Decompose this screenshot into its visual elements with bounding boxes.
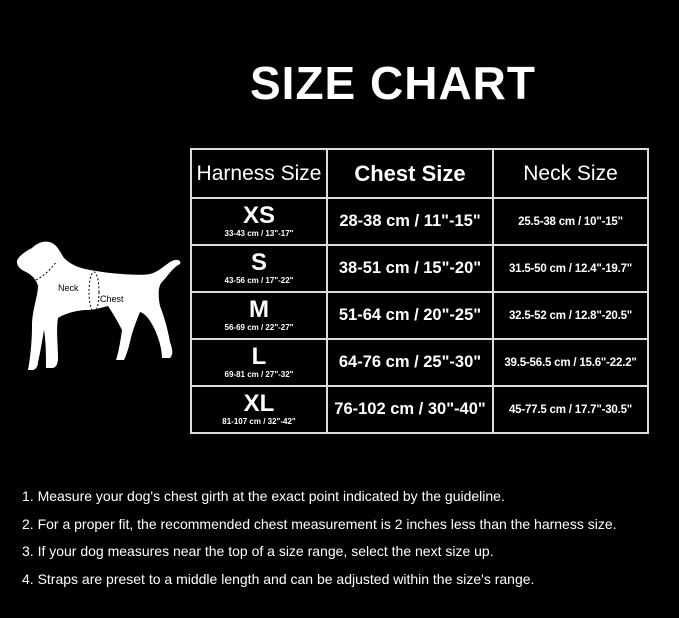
harness-size-cell: XS 33-43 cm / 13"-17" (190, 197, 328, 246)
neck-guideline (35, 261, 57, 281)
harness-size-cell: S 43-56 cm / 17"-22" (190, 244, 328, 293)
header-harness-size: Harness Size (190, 148, 328, 199)
size-label: XS (242, 202, 275, 229)
dog-measurement-diagram: Neck Chest (16, 241, 181, 370)
size-label: XL (243, 390, 275, 417)
note-item: 1. Measure your dog's chest girth at the… (22, 488, 505, 504)
size-label: M (249, 296, 269, 323)
dog-silhouette (16, 241, 181, 370)
table-row: M 56-69 cm / 22"-27" 51-64 cm / 20"-25" 3… (190, 291, 649, 340)
chest-size-cell: 51-64 cm / 20"-25" (326, 291, 494, 340)
size-table: Harness Size Chest Size Neck Size XS 33-4… (190, 148, 649, 434)
table-row: XL 81-107 cm / 32"-42" 76-102 cm / 30"-40… (190, 385, 649, 434)
neck-size-cell: 39.5-56.5 cm / 15.6"-22.2" (492, 338, 649, 387)
note-item: 4. Straps are preset to a middle length … (22, 571, 535, 588)
neck-size-cell: 45-77.5 cm / 17.7"-30.5" (492, 385, 649, 434)
harness-size-cell: L 69-81 cm / 27"-32" (190, 338, 328, 387)
neck-label: Neck (58, 283, 79, 293)
harness-range: 69-81 cm / 27"-32" (224, 370, 294, 379)
table-row: S 43-56 cm / 17"-22" 38-51 cm / 15"-20" 3… (190, 244, 649, 293)
header-neck-size: Neck Size (492, 148, 649, 199)
harness-range: 33-43 cm / 13"-17" (224, 229, 294, 238)
size-label: S (250, 249, 267, 276)
note-item: 2. For a proper fit, the recommended che… (22, 515, 617, 532)
chest-size-cell: 38-51 cm / 15"-20" (326, 244, 494, 293)
harness-size-cell: XL 81-107 cm / 32"-42" (190, 385, 328, 434)
harness-range: 81-107 cm / 32"-42" (222, 417, 296, 426)
table-row: L 69-81 cm / 27"-32" 64-76 cm / 25"-30" 3… (190, 338, 649, 387)
harness-range: 43-56 cm / 17"-22" (224, 276, 294, 285)
chest-size-cell: 64-76 cm / 25"-30" (326, 338, 494, 387)
page-title: SIZE CHART (250, 57, 536, 109)
chest-guideline (88, 271, 100, 313)
note-item: 3. If your dog measures near the top of … (22, 543, 494, 560)
size-label: L (251, 343, 267, 370)
harness-range: 56-69 cm / 22"-27" (224, 323, 294, 332)
chest-size-cell: 76-102 cm / 30"-40" (326, 385, 494, 434)
table-row: XS 33-43 cm / 13"-17" 28-38 cm / 11"-15" … (190, 197, 649, 246)
chest-label: Chest (100, 294, 124, 304)
sizing-notes: 1. Measure your dog's chest girth at the… (22, 487, 617, 598)
table-header-row: Harness Size Chest Size Neck Size (190, 148, 649, 199)
neck-size-cell: 25.5-38 cm / 10"-15" (492, 197, 649, 246)
header-chest-size: Chest Size (326, 148, 494, 199)
neck-size-cell: 32.5-52 cm / 12.8"-20.5" (492, 291, 649, 340)
chest-size-cell: 28-38 cm / 11"-15" (326, 197, 494, 246)
harness-size-cell: M 56-69 cm / 22"-27" (190, 291, 328, 340)
neck-size-cell: 31.5-50 cm / 12.4"-19.7" (492, 244, 649, 293)
